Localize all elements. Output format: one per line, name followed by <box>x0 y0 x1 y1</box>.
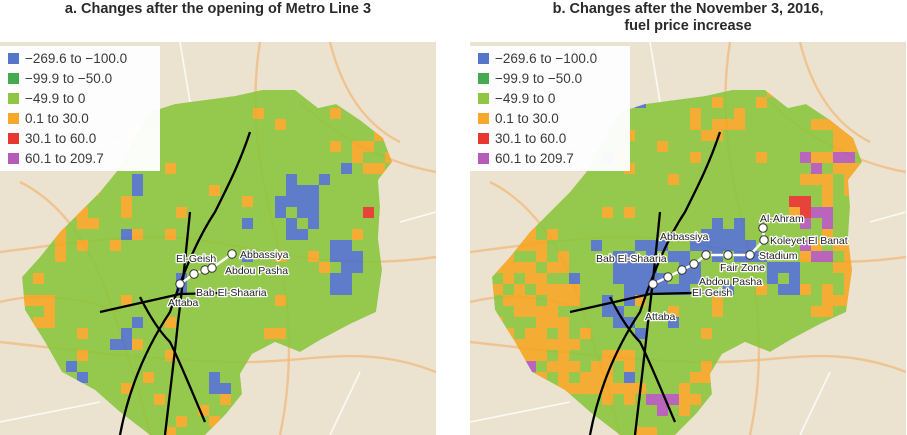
station-marker[interactable] <box>759 235 769 245</box>
station-label: Bab El-Shaaria <box>196 287 267 299</box>
station-marker[interactable] <box>745 250 755 260</box>
station-marker[interactable] <box>723 250 733 260</box>
station-marker[interactable] <box>701 250 711 260</box>
panel-b-legend: −269.6 to −100.0 −99.9 to −50.0 −49.9 to… <box>470 46 630 171</box>
panel-a-legend: −269.6 to −100.0 −99.9 to −50.0 −49.9 to… <box>0 46 160 171</box>
station-marker[interactable] <box>648 279 658 289</box>
station-marker[interactable] <box>663 272 673 282</box>
legend-swatch-light-green <box>478 93 489 104</box>
legend-swatch-dark-green <box>478 73 489 84</box>
station-label: Bab El-Shaaria <box>596 253 667 265</box>
legend-label: 60.1 to 209.7 <box>25 151 104 166</box>
station-marker[interactable] <box>189 269 199 279</box>
station-label: Abdou Pasha <box>699 276 762 288</box>
legend-swatch-dark-green <box>8 73 19 84</box>
station-label: Al-Ahram <box>760 213 804 225</box>
legend-label: −49.9 to 0 <box>495 91 556 106</box>
legend-swatch-red <box>8 133 19 144</box>
legend-label: −269.6 to −100.0 <box>495 51 598 66</box>
panel-b-title: b. Changes after the November 3, 2016, f… <box>470 1 906 35</box>
station-label: Stadium <box>759 250 798 262</box>
legend-label: 30.1 to 60.0 <box>495 131 567 146</box>
station-marker[interactable] <box>689 259 699 269</box>
legend-label: −99.9 to −50.0 <box>25 71 113 86</box>
legend-swatch-red <box>478 133 489 144</box>
station-label: El-Geish <box>692 287 732 299</box>
station-label: Abbassiya <box>660 231 709 243</box>
station-label: Abbassiya <box>240 249 289 261</box>
station-marker[interactable] <box>677 265 687 275</box>
station-marker[interactable] <box>758 223 768 233</box>
legend-swatch-orange <box>8 113 19 124</box>
legend-label: 30.1 to 60.0 <box>25 131 97 146</box>
legend-label: 0.1 to 30.0 <box>25 111 89 126</box>
station-label: El-Geish <box>176 253 216 265</box>
panel-a-title-line-1: a. Changes after the opening of Metro Li… <box>64 1 372 17</box>
legend-swatch-blue <box>8 53 19 64</box>
station-label: Koleyet El Banat <box>770 235 848 247</box>
station-marker[interactable] <box>175 279 185 289</box>
panel-b: b. Changes after the November 3, 2016, f… <box>470 0 906 435</box>
station-label: Abdou Pasha <box>225 265 288 277</box>
legend-swatch-purple <box>8 153 19 164</box>
panel-a-title: a. Changes after the opening of Metro Li… <box>0 1 436 18</box>
station-marker[interactable] <box>207 263 217 273</box>
panel-b-title-line-1: b. Changes after the November 3, 2016, <box>552 1 824 17</box>
station-label: Fair Zone <box>720 262 765 274</box>
panel-b-title-line-2: fuel price increase <box>624 18 752 34</box>
legend-swatch-blue <box>478 53 489 64</box>
legend-label: 0.1 to 30.0 <box>495 111 559 126</box>
legend-label: 60.1 to 209.7 <box>495 151 574 166</box>
legend-label: −269.6 to −100.0 <box>25 51 128 66</box>
station-label: Attaba <box>645 311 676 323</box>
station-label: Attaba <box>168 297 199 309</box>
panel-a: a. Changes after the opening of Metro Li… <box>0 0 436 435</box>
legend-swatch-light-green <box>8 93 19 104</box>
legend-label: −99.9 to −50.0 <box>495 71 583 86</box>
legend-label: −49.9 to 0 <box>25 91 86 106</box>
legend-swatch-purple <box>478 153 489 164</box>
legend-swatch-orange <box>478 113 489 124</box>
station-marker[interactable] <box>227 249 237 259</box>
